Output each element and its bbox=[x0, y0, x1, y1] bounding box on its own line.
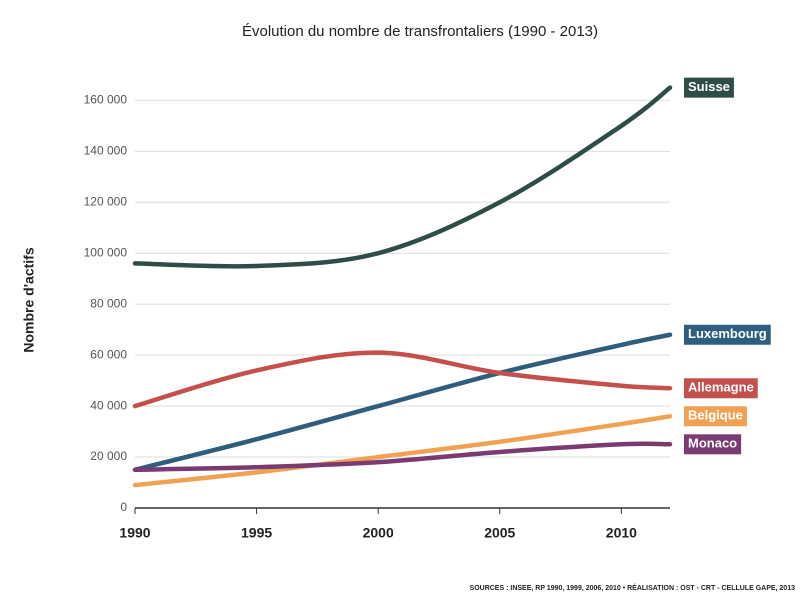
legend-box bbox=[684, 77, 734, 98]
y-tick-label: 140 000 bbox=[84, 144, 128, 158]
y-tick-label: 20 000 bbox=[90, 449, 127, 463]
y-tick-label: 0 bbox=[120, 500, 127, 514]
source: SOURCES : INSEE, RP 1990, 1999, 2006, 20… bbox=[470, 583, 796, 592]
x-tick-label: 1990 bbox=[119, 525, 150, 541]
legend-box bbox=[684, 434, 742, 455]
x-tick-label: 1995 bbox=[241, 525, 272, 541]
line bbox=[132, 85, 673, 269]
y-tick-label: 40 000 bbox=[90, 398, 127, 412]
chart-title: Évolution du nombre de transfrontaliers … bbox=[242, 23, 598, 40]
line bbox=[132, 441, 673, 473]
line bbox=[132, 414, 673, 488]
legend-box bbox=[684, 378, 758, 399]
x-tick-label: 2000 bbox=[363, 525, 394, 541]
legend-label: Monaco bbox=[688, 436, 737, 451]
legend-box bbox=[684, 324, 771, 345]
legend-label: Allemagne bbox=[688, 380, 754, 395]
y-tick-label: 60 000 bbox=[90, 347, 127, 361]
y-tick-label: 80 000 bbox=[90, 296, 127, 310]
x-tick-label: 2005 bbox=[484, 525, 515, 541]
legend-box bbox=[684, 406, 747, 427]
legend-label: Belgique bbox=[688, 408, 743, 423]
legend-item: Suisse bbox=[684, 77, 734, 98]
line bbox=[132, 332, 673, 473]
legend-item: Monaco bbox=[684, 434, 742, 455]
y-tick-label: 100 000 bbox=[84, 245, 128, 259]
x-tick-label: 2010 bbox=[606, 525, 637, 541]
legend-label: Luxembourg bbox=[688, 326, 767, 341]
y-axis-label: Nombre d'actifs bbox=[21, 247, 37, 352]
y-tick-label: 120 000 bbox=[84, 194, 128, 208]
legend-item: Luxembourg bbox=[684, 324, 771, 345]
legend-item: Allemagne bbox=[684, 378, 758, 399]
line bbox=[132, 350, 673, 409]
y-tick-label: 160 000 bbox=[84, 93, 128, 107]
legend-item: Belgique bbox=[684, 406, 747, 427]
legend-label: Suisse bbox=[688, 79, 730, 94]
